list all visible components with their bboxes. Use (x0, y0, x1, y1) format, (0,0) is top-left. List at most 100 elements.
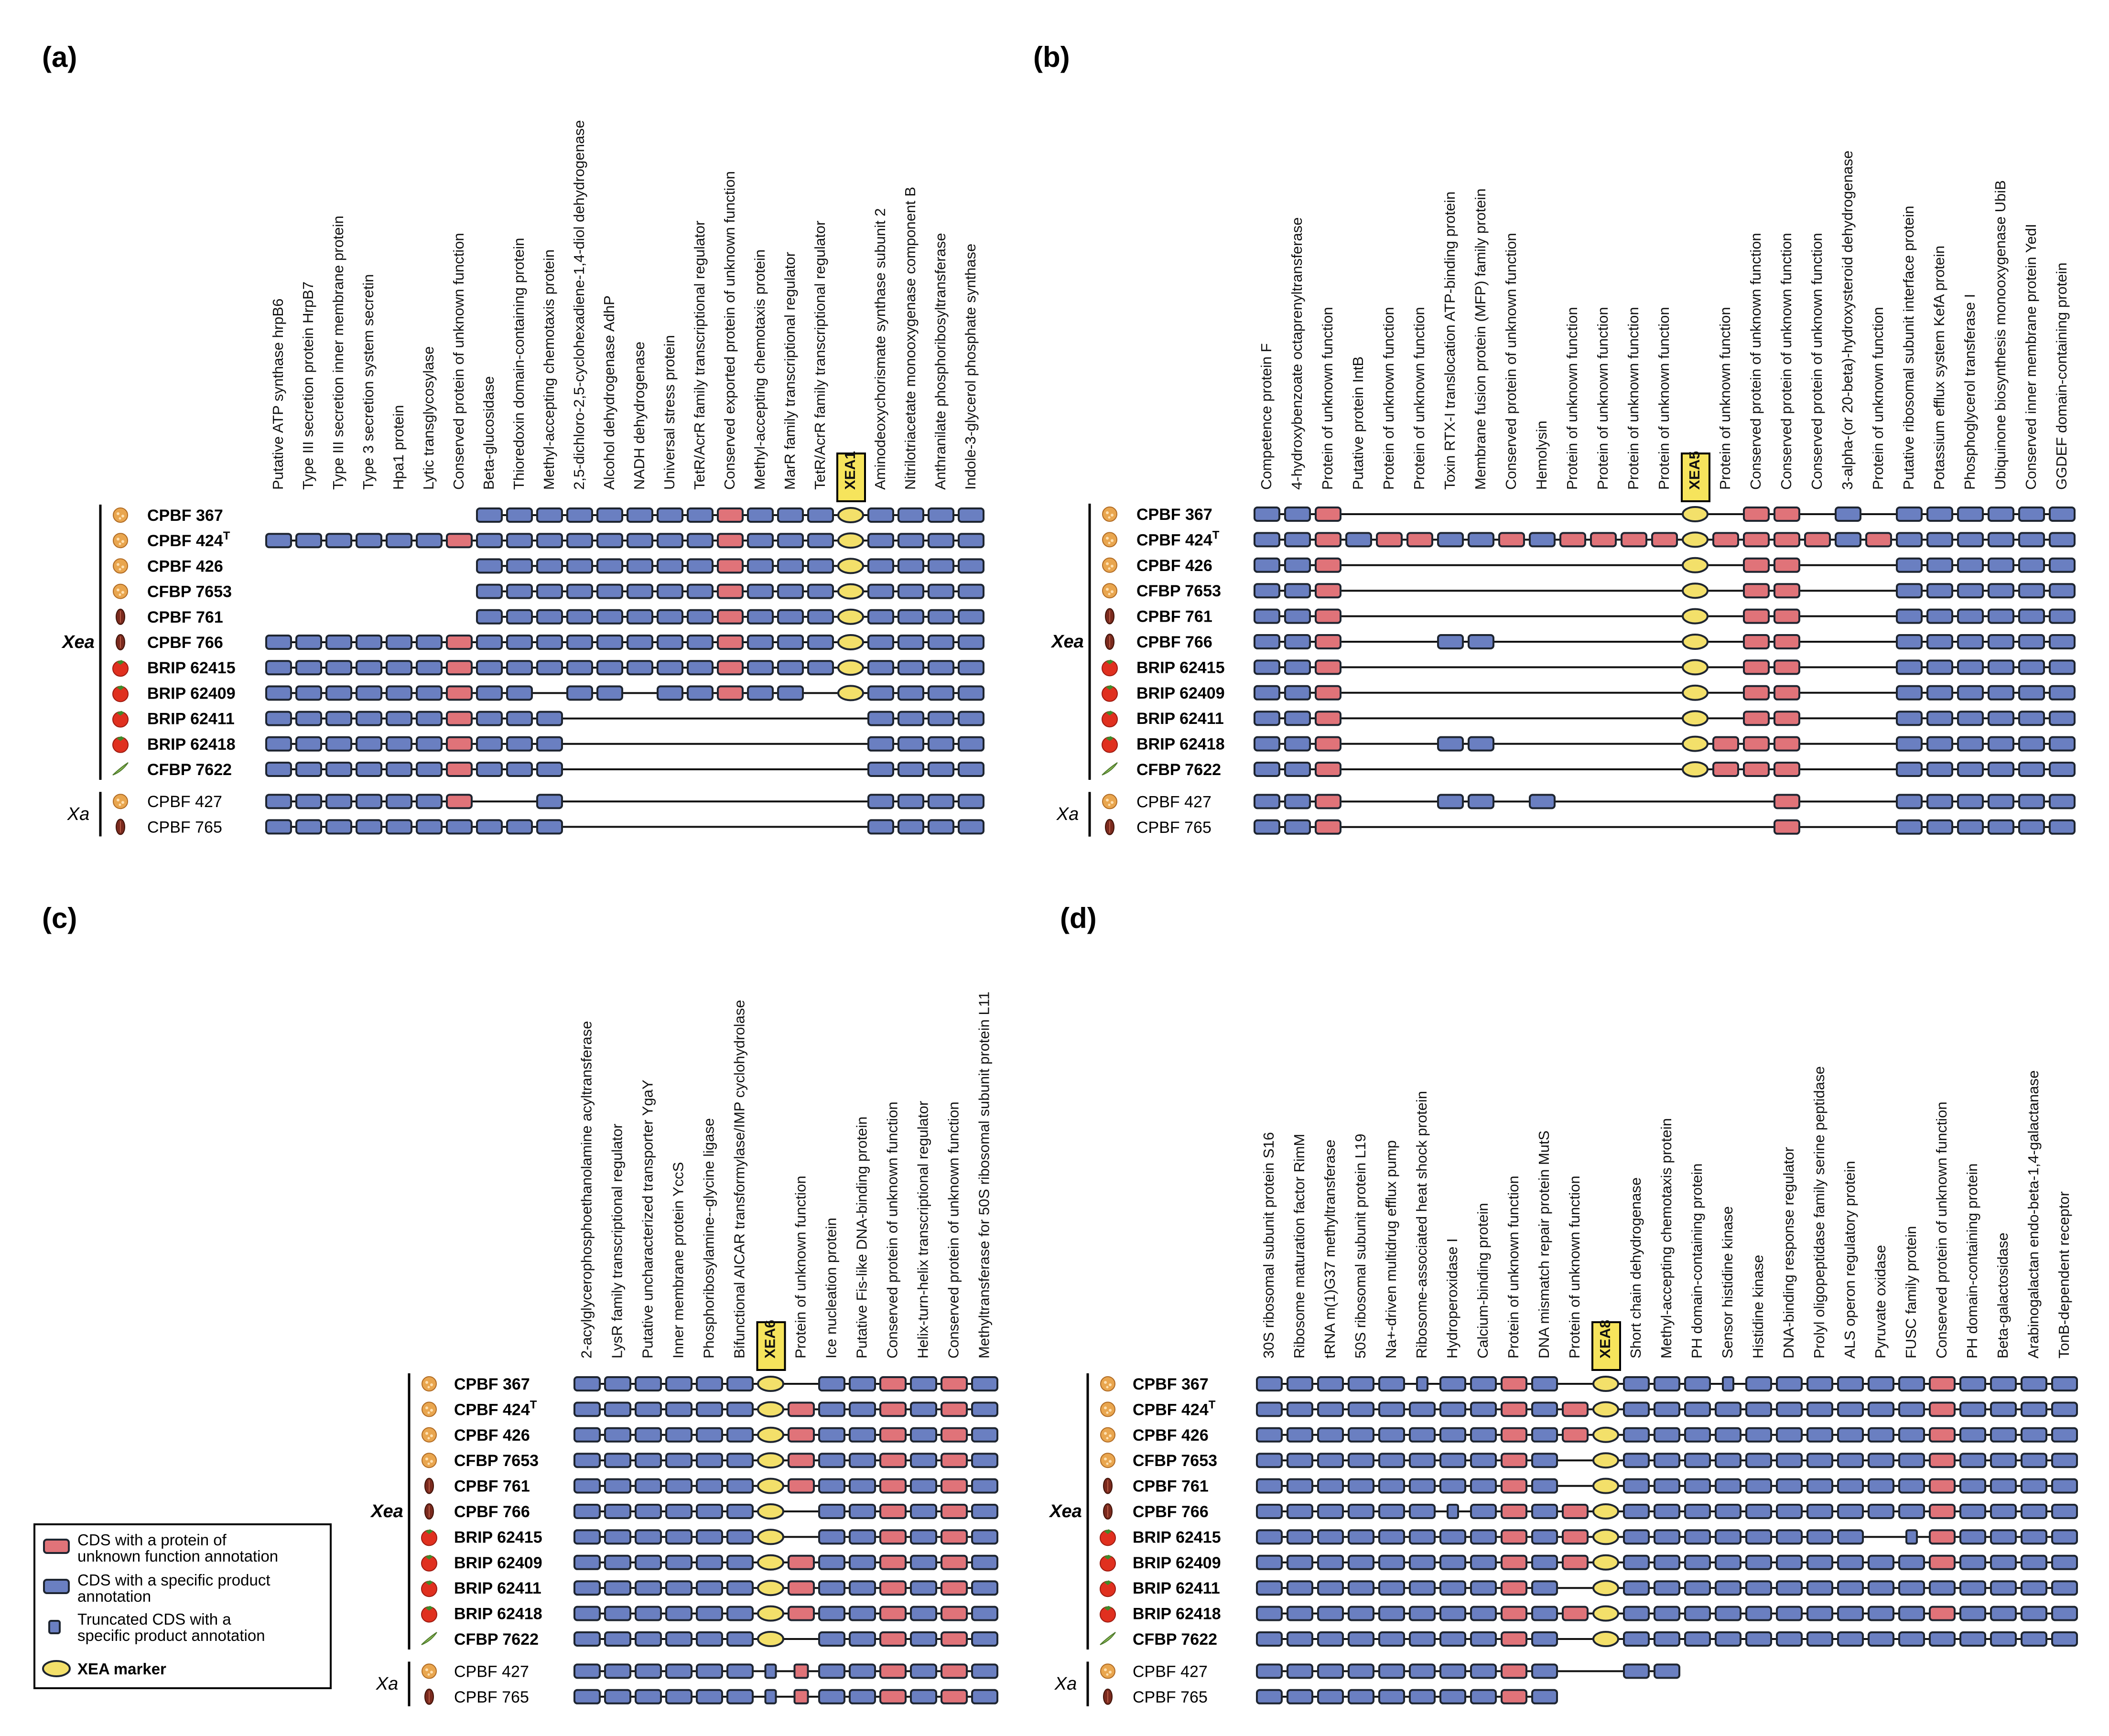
cds-specific (2018, 685, 2045, 701)
cds-specific (1776, 1478, 1803, 1494)
cds-specific (665, 1478, 692, 1494)
cds-specific (1317, 1376, 1344, 1391)
strain-name: CFBP 7622 (1133, 1630, 1217, 1649)
cds-specific (627, 583, 653, 599)
cds-specific (910, 1606, 937, 1621)
cds-specific (1531, 1427, 1558, 1443)
tomato-host-icon (1100, 1554, 1116, 1572)
cds-specific (971, 1580, 998, 1596)
cds-specific (2051, 1554, 2078, 1570)
strain-name-text: BRIP 62418 (454, 1605, 542, 1623)
cds-specific (1896, 659, 1923, 675)
cds-unknown (1774, 794, 1800, 809)
cds-specific (1287, 1402, 1313, 1417)
cds-specific (1439, 1580, 1466, 1596)
cds-specific (476, 685, 503, 701)
cds-unknown (788, 1478, 815, 1494)
cds-specific (573, 1606, 601, 1621)
cds-truncated (1722, 1376, 1734, 1391)
xea-marker (1682, 710, 1709, 727)
cds-specific (416, 736, 443, 752)
cds-specific (1256, 1427, 1283, 1443)
type-strain-superscript: T (1212, 528, 1220, 541)
cds-specific (1254, 736, 1280, 752)
strain-name: CFBP 7653 (147, 583, 232, 601)
panel-label-a: (a) (42, 41, 77, 73)
cds-specific (506, 533, 533, 549)
cds-unknown (941, 1376, 968, 1391)
cds-specific (1868, 1427, 1894, 1443)
cds-unknown (879, 1663, 907, 1679)
xea-marker (757, 1503, 784, 1520)
cds-specific (265, 685, 292, 701)
cds-specific (958, 583, 984, 599)
strain-name: CFBP 7653 (1133, 1452, 1217, 1470)
cds-specific (1896, 532, 1923, 548)
cds-specific (1439, 1689, 1466, 1704)
panel-d: (d) 30S ribosomal subunit protein S16 Ribo… (1049, 902, 2078, 1706)
cds-specific (910, 1402, 937, 1417)
cds-specific (1317, 1504, 1344, 1519)
cds-specific (1806, 1580, 1833, 1596)
strain-row: CPBF 424T (1100, 1398, 2078, 1419)
cds-unknown (446, 736, 473, 752)
cds-specific (1470, 1580, 1497, 1596)
cds-specific (2051, 1529, 2078, 1545)
cds-specific (1256, 1402, 1283, 1417)
cds-truncated (764, 1663, 777, 1679)
cds-specific (777, 660, 804, 676)
cds-specific (635, 1453, 662, 1468)
strain-name: BRIP 62415 (454, 1528, 542, 1546)
strain-row: BRIP 62418 (1102, 735, 2076, 754)
cds-specific (1284, 794, 1311, 809)
panel-a: (a) Putative ATP synthase hrpB6 Type III s… (42, 41, 984, 837)
cds-specific (687, 583, 714, 599)
cds-specific (818, 1504, 845, 1519)
cds-specific (1896, 794, 1923, 809)
cds-specific (1256, 1554, 1283, 1570)
cds-specific (1988, 736, 2014, 752)
cds-specific (604, 1689, 631, 1704)
cds-specific (536, 819, 563, 835)
xea-marker (1682, 557, 1709, 573)
cds-specific (1284, 736, 1311, 752)
cds-specific (1623, 1504, 1650, 1519)
cds-specific (1254, 794, 1280, 809)
strain-name-text: CFBP 7653 (147, 583, 232, 601)
cds-specific (696, 1689, 723, 1704)
leaf-host-icon (421, 1632, 437, 1645)
cds-specific (818, 1402, 845, 1417)
cds-specific (726, 1580, 754, 1596)
cds-specific (506, 583, 533, 599)
cds-specific (1654, 1529, 1680, 1545)
cds-unknown (879, 1504, 907, 1519)
cds-specific (1317, 1453, 1344, 1468)
cds-specific (687, 507, 714, 523)
marker-gene-label: XEA6 (762, 1320, 779, 1359)
gene-label: DNA-binding response regulator (1780, 1147, 1797, 1359)
cds-unknown (1315, 685, 1341, 701)
cds-specific (665, 1376, 692, 1391)
gene-label: Type 3 secretion system secretin (360, 274, 377, 490)
strain-name-text: CPBF 424 (1136, 531, 1212, 549)
cds-specific (1926, 659, 1953, 675)
strain-name-text: CPBF 367 (147, 507, 223, 525)
cds-specific (696, 1663, 723, 1679)
cds-specific (1531, 1689, 1558, 1704)
cds-specific (635, 1478, 662, 1494)
cds-specific (1287, 1376, 1313, 1391)
tomato-host-icon (1100, 1606, 1116, 1623)
strain-name-text: CPBF 424 (454, 1401, 530, 1419)
cds-specific (536, 660, 563, 676)
cds-specific (356, 819, 382, 835)
tomato-host-icon (112, 660, 129, 677)
cds-specific (958, 711, 984, 726)
cds-specific (1287, 1529, 1313, 1545)
cds-unknown (1315, 794, 1341, 809)
cds-unknown (1929, 1554, 1956, 1570)
cds-specific (1284, 659, 1311, 675)
cds-unknown (1743, 762, 1770, 777)
cds-specific (476, 558, 503, 574)
cds-specific (1348, 1554, 1374, 1570)
cds-specific (2049, 532, 2076, 548)
